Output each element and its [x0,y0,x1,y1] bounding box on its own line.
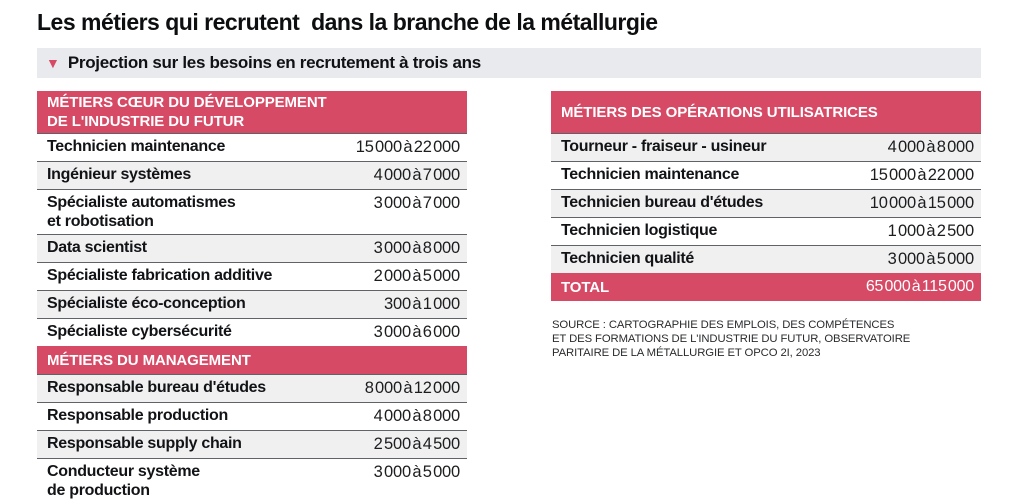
down-triangle-icon: ▼ [46,55,60,71]
row-value: 10 000 à 15 000 [869,194,974,212]
table-row: Tourneur - fraiseur - usineur 4 000 à 8 … [551,133,981,161]
row-label: Spécialiste éco-conception [47,295,246,312]
table-row: Spécialiste éco-conception 300 à 1 000 [37,290,467,318]
section-header-management: MÉTIERS DU MANAGEMENT [37,346,467,374]
row-label: Responsable bureau d'études [47,379,266,396]
row-label: Technicien maintenance [561,166,740,183]
table-row: Technicien maintenance 15 000 à 22 000 [37,133,467,161]
row-value: 3 000 à 7 000 [373,194,461,212]
rows-coeur: Technicien maintenance 15 000 à 22 000 I… [37,133,467,346]
row-label: Responsable supply chain [47,435,242,452]
table-row: Responsable production 4 000 à 8 000 [37,402,467,430]
section-header-operations: MÉTIERS DES OPÉRATIONS UTILISATRICES [551,91,981,133]
row-label: Spécialiste cybersécurité [47,323,232,340]
row-value: 2 000 à 5 000 [373,267,461,285]
row-label: Technicien bureau d'études [561,194,763,211]
row-label: Spécialiste fabrication additive [47,267,273,284]
rows-operations: Tourneur - fraiseur - usineur 4 000 à 8 … [551,133,981,273]
row-value: 3 000 à 8 000 [373,239,461,257]
rows-management: Responsable bureau d'études 8 000 à 12 0… [37,374,467,501]
row-label: Conducteur système de production [47,463,200,499]
page-title: Les métiers qui recrutent dans la branch… [37,9,658,35]
row-value: 8 000 à 12 000 [364,379,461,397]
table-row: Responsable supply chain 2 500 à 4 500 [37,430,467,458]
table-row: Ingénieur systèmes 4 000 à 7 000 [37,161,467,189]
row-value: 4 000 à 8 000 [887,138,975,156]
table-row: Spécialiste fabrication additive 2 000 à… [37,262,467,290]
row-value: 15 000 à 22 000 [869,166,974,184]
table-row: Spécialiste cybersécurité 3 000 à 6 000 [37,318,467,346]
table-row: Technicien qualité 3 000 à 5 000 [551,245,981,273]
row-label: Ingénieur systèmes [47,166,191,183]
row-value: 15 000 à 22 000 [355,138,460,156]
table-row: Data scientist 3 000 à 8 000 [37,234,467,262]
row-label: Technicien maintenance [47,138,226,155]
table-row: Technicien logistique 1 000 à 2 500 [551,217,981,245]
row-value: 4 000 à 7 000 [373,166,461,184]
total-label: TOTAL [561,278,610,296]
row-value: 1 000 à 2 500 [887,222,975,240]
row-label: Responsable production [47,407,228,424]
total-row: TOTAL 65 000 à 115 000 [551,273,981,301]
subtitle-bar: ▼ Projection sur les besoins en recrutem… [37,48,981,78]
section-header-coeur-industrie-futur: MÉTIERS CŒUR DU DÉVELOPPEMENT DE L'INDUS… [37,91,467,133]
row-value: 3 000 à 5 000 [887,250,975,268]
table-row: Responsable bureau d'études 8 000 à 12 0… [37,374,467,402]
row-label: Data scientist [47,239,147,256]
row-value: 300 à 1 000 [384,295,460,313]
row-value: 3 000 à 6 000 [373,323,461,341]
row-label: Technicien logistique [561,222,718,239]
table-row: Technicien maintenance 15 000 à 22 000 [551,161,981,189]
table-row: Spécialiste automatismes et robotisation… [37,189,467,234]
table-row: Technicien bureau d'études 10 000 à 15 0… [551,189,981,217]
row-value: 4 000 à 8 000 [373,407,461,425]
table-row: Conducteur système de production 3 000 à… [37,458,467,501]
row-label: Spécialiste automatismes et robotisation [47,194,236,230]
row-value: 2 500 à 4 500 [373,435,461,453]
subtitle-text: Projection sur les besoins en recrutemen… [67,53,481,72]
row-label: Tourneur - fraiseur - usineur [561,138,767,155]
table-operations-utilisatrices: MÉTIERS DES OPÉRATIONS UTILISATRICES Tou… [551,91,981,301]
row-label: Technicien qualité [561,250,694,267]
table-metiers-coeur: MÉTIERS CŒUR DU DÉVELOPPEMENT DE L'INDUS… [37,91,467,501]
row-value: 3 000 à 5 000 [373,463,461,481]
source-note: SOURCE : CARTOGRAPHIE DES EMPLOIS, DES C… [552,319,911,359]
total-value: 65 000 à 115 000 [865,278,974,295]
